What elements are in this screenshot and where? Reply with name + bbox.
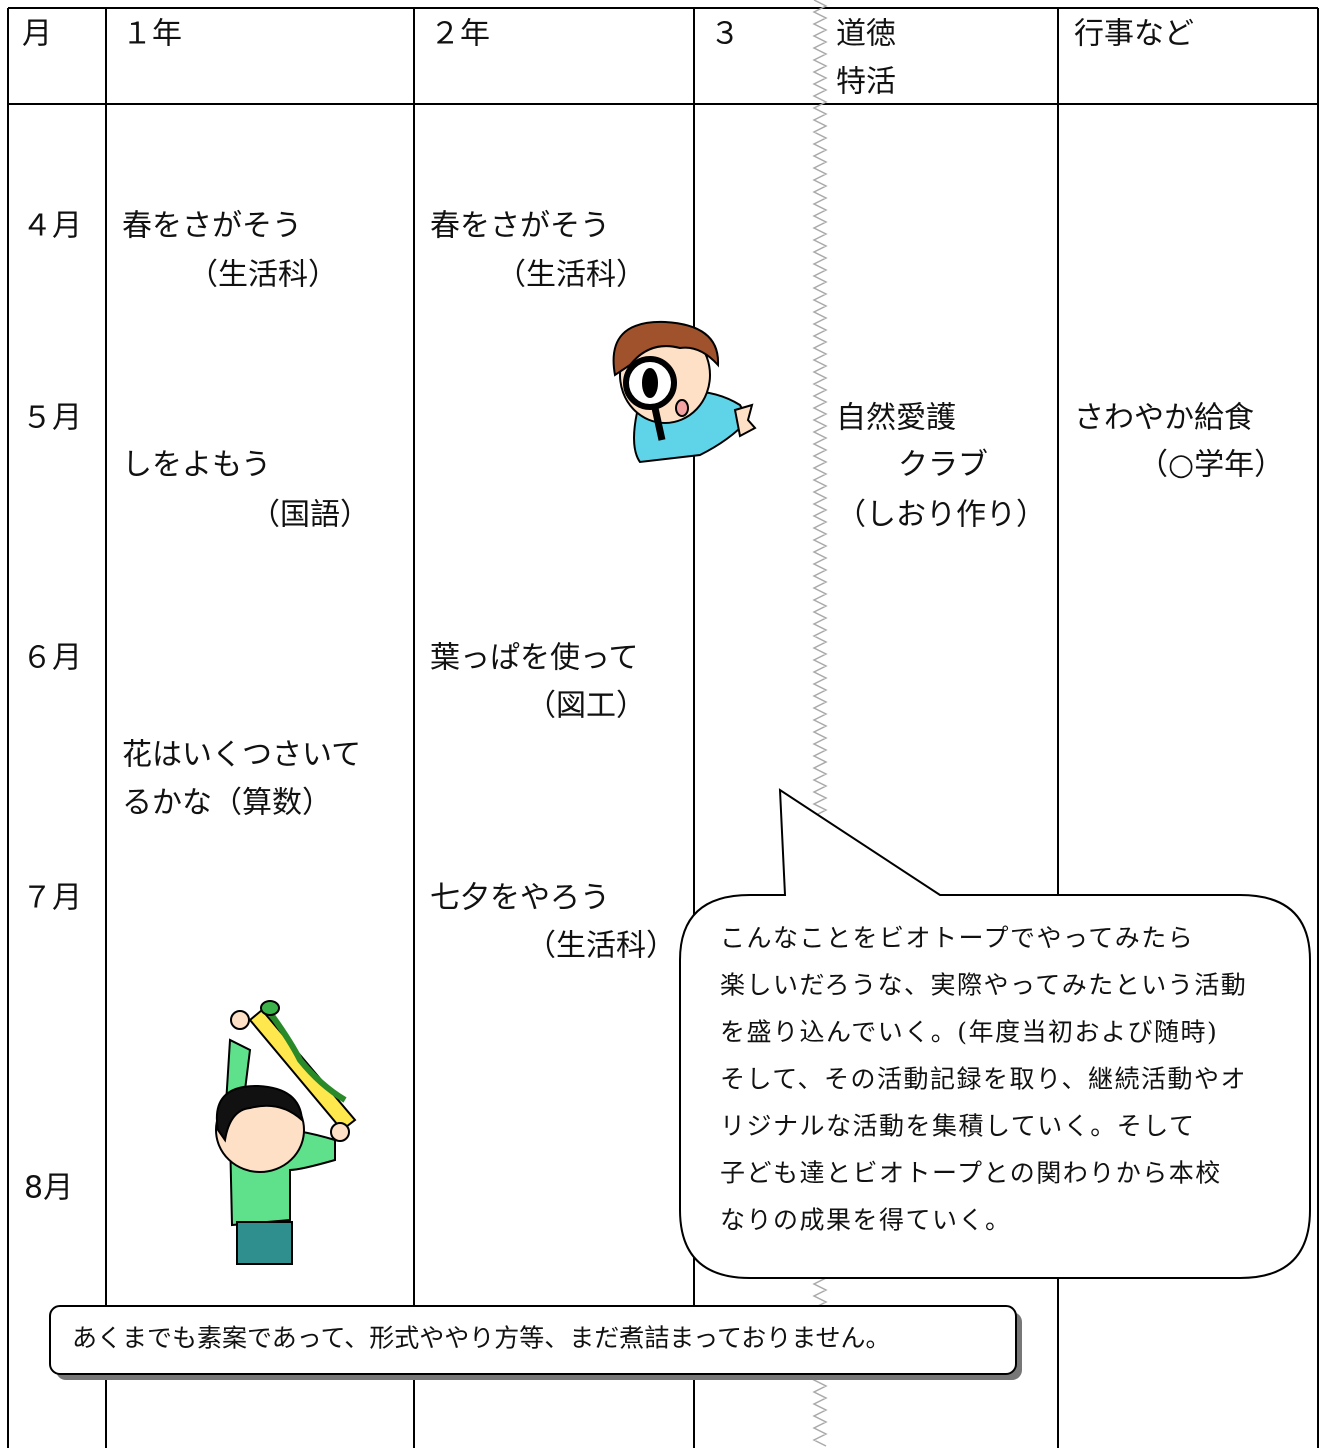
illustration-magnifier-boy (612, 320, 757, 464)
activity: クラブ (898, 448, 988, 483)
activity: るかな（算数） (122, 786, 332, 821)
subject: （生活科） (496, 258, 646, 293)
month-label: ４月 (22, 209, 82, 244)
subject: （図工） (526, 689, 646, 724)
note-text: あくまでも素案であって、形式ややり方等、まだ煮詰まっておりません。 (72, 1324, 891, 1353)
subject: （生活科） (188, 258, 338, 293)
subject: （○学年） (1138, 448, 1284, 483)
header-cell: 行事など (1074, 17, 1194, 52)
illustration-ruler-boy (215, 1000, 357, 1265)
header-cell: ３ (710, 17, 740, 52)
note-box (49, 1305, 1017, 1375)
activity: 自然愛護 (836, 401, 956, 436)
month-label: ５月 (22, 401, 82, 436)
activity: 春をさがそう (430, 209, 610, 244)
header-cell: ２年 (430, 17, 490, 52)
subject: （生活科） (526, 929, 676, 964)
activity: 春をさがそう (122, 209, 302, 244)
speech-bubble (679, 788, 1311, 1279)
activity: 七夕をやろう (430, 881, 610, 916)
callout-line: リジナルな活動を集積していく。そして (720, 1112, 1196, 1141)
header-cell: 月 (22, 17, 52, 52)
activity: 葉っぱを使って (430, 641, 639, 676)
callout-line: 子ども達とビオトープとの関わりから本校 (720, 1159, 1222, 1188)
activity: しをよもう (122, 448, 271, 483)
subject: （しおり作り） (836, 498, 1046, 533)
month-label: ７月 (22, 881, 82, 916)
subject: （国語） (250, 498, 370, 533)
callout-line: 楽しいだろうな、実際やってみたという活動 (720, 971, 1247, 1000)
activity: 花はいくつさいて (122, 738, 361, 773)
table-lines (7, 0, 1319, 1448)
callout-line: を盛り込んでいく。(年度当初および随時) (720, 1018, 1218, 1047)
header-cell: 特活 (836, 65, 896, 100)
activity: さわやか給食 (1074, 401, 1254, 436)
callout-line: なりの成果を得ていく。 (720, 1206, 1012, 1235)
header-cell: 道徳 (836, 17, 896, 52)
callout-line: そして、その活動記録を取り、継続活動やオ (720, 1065, 1247, 1094)
header-cell: １年 (122, 17, 182, 52)
callout-line: こんなことをビオトープでやってみたら (720, 924, 1194, 953)
month-label: ６月 (22, 641, 82, 676)
month-label: 8月 (24, 1171, 73, 1206)
